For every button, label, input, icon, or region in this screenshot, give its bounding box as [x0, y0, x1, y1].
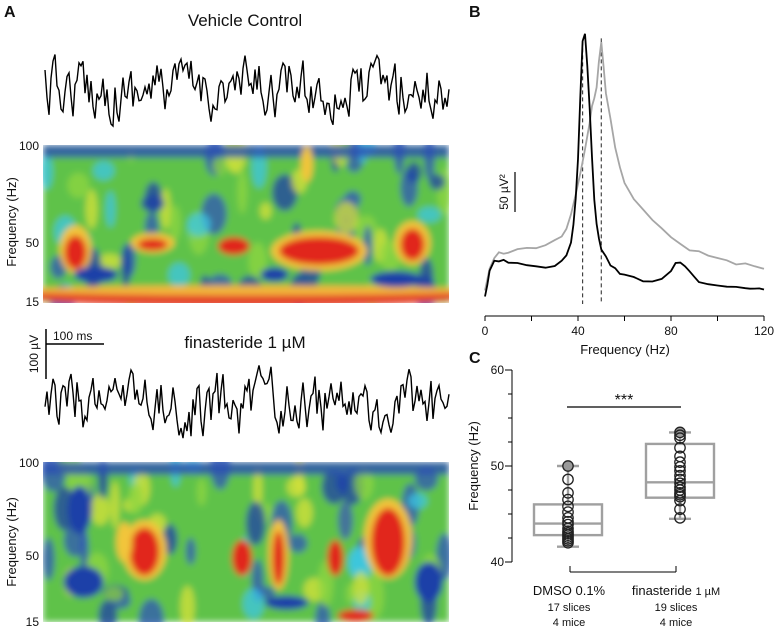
panel-a-letter: A: [4, 4, 16, 21]
panel-c-letter: C: [469, 350, 481, 367]
psd-line-vehicle: [484, 33, 765, 297]
panel-b-letter: B: [469, 4, 481, 21]
panel-b-scalebar-label: 50 µV²: [497, 174, 511, 210]
data-point: [674, 432, 686, 445]
data-point: [562, 493, 574, 506]
data-point: [674, 461, 686, 473]
panel-c-y-ticks: [505, 369, 512, 563]
data-point: [562, 536, 574, 549]
significance-stars: ***: [615, 392, 634, 409]
spectrogram-finasteride: [43, 462, 449, 622]
data-point: [674, 490, 686, 503]
panel-a-top-title: Vehicle Control: [188, 11, 302, 30]
data-point: [674, 464, 686, 477]
data-point: [674, 481, 686, 493]
data-point: [562, 460, 574, 472]
panel-a: A Vehicle Control Frequency (Hz) 100 50 …: [4, 4, 450, 629]
data-point: [674, 503, 686, 516]
panel-b-xtick-0: 0: [482, 324, 489, 338]
spec-top-ytick-50: 50: [26, 236, 40, 250]
group-finasteride-label: finasteride 1 µM: [632, 583, 720, 598]
group-dmso-mice: 4 mice: [553, 617, 585, 629]
data-point: [562, 500, 574, 513]
trace-vehicle-control: [44, 53, 450, 128]
panel-a-bottom-title: finasteride 1 µM: [184, 333, 305, 352]
spec-bottom-ytick-15: 15: [26, 615, 40, 629]
data-point: [562, 473, 574, 486]
data-point: [674, 441, 686, 454]
spec-top-ytick-100: 100: [19, 139, 39, 153]
box-dmso: [532, 460, 604, 549]
spectrogram-vehicle-control: [43, 145, 449, 303]
data-point: [674, 477, 686, 490]
spec-top-ytick-15: 15: [26, 295, 40, 309]
panel-b-xlabel: Frequency (Hz): [580, 342, 670, 357]
panel-c-ylabel: Frequency (Hz): [466, 421, 481, 511]
panel-c-ytick-50: 50: [491, 459, 505, 473]
panel-b-xtick-120: 120: [754, 324, 774, 338]
data-point: [674, 469, 686, 482]
data-point: [562, 487, 574, 499]
scalebar-time-label: 100 ms: [53, 329, 92, 343]
panel-b-xtick-80: 80: [664, 324, 678, 338]
data-point: [562, 506, 574, 518]
data-point: [674, 456, 686, 469]
spec-bottom-ylabel: Frequency (Hz): [4, 497, 19, 587]
box-finasteride: [644, 426, 716, 524]
data-point: [562, 515, 574, 528]
panel-c-ytick-60: 60: [491, 363, 505, 377]
group-finasteride-mice: 4 mice: [660, 617, 692, 629]
panel-c-ytick-40: 40: [491, 555, 505, 569]
data-point: [674, 429, 686, 442]
panel-b: B 0 40 80 120 Frequency (Hz) 50 µV²: [469, 4, 774, 357]
panel-c: C 60 50 40 Frequency (Hz) *** DMSO 0.1% …: [466, 350, 720, 629]
panel-b-x-ticks: [484, 316, 765, 321]
spec-bottom-ytick-100: 100: [19, 456, 39, 470]
scalebar-voltage-label: 100 µV: [27, 335, 41, 373]
data-point: [674, 511, 686, 524]
trace-finasteride: [44, 365, 450, 439]
group-dmso-name: DMSO 0.1%: [533, 583, 606, 598]
group-dmso-slices: 17 slices: [548, 602, 591, 614]
group-finasteride-name: finasteride: [632, 583, 692, 598]
spec-top-ylabel: Frequency (Hz): [4, 177, 19, 267]
data-point: [674, 494, 686, 507]
group-finasteride-unit: 1 µM: [695, 586, 720, 598]
panel-b-xtick-40: 40: [571, 324, 585, 338]
spec-bottom-ytick-50: 50: [26, 549, 40, 563]
group-finasteride-slices: 19 slices: [655, 602, 698, 614]
psd-line-finasteride: [484, 41, 765, 291]
